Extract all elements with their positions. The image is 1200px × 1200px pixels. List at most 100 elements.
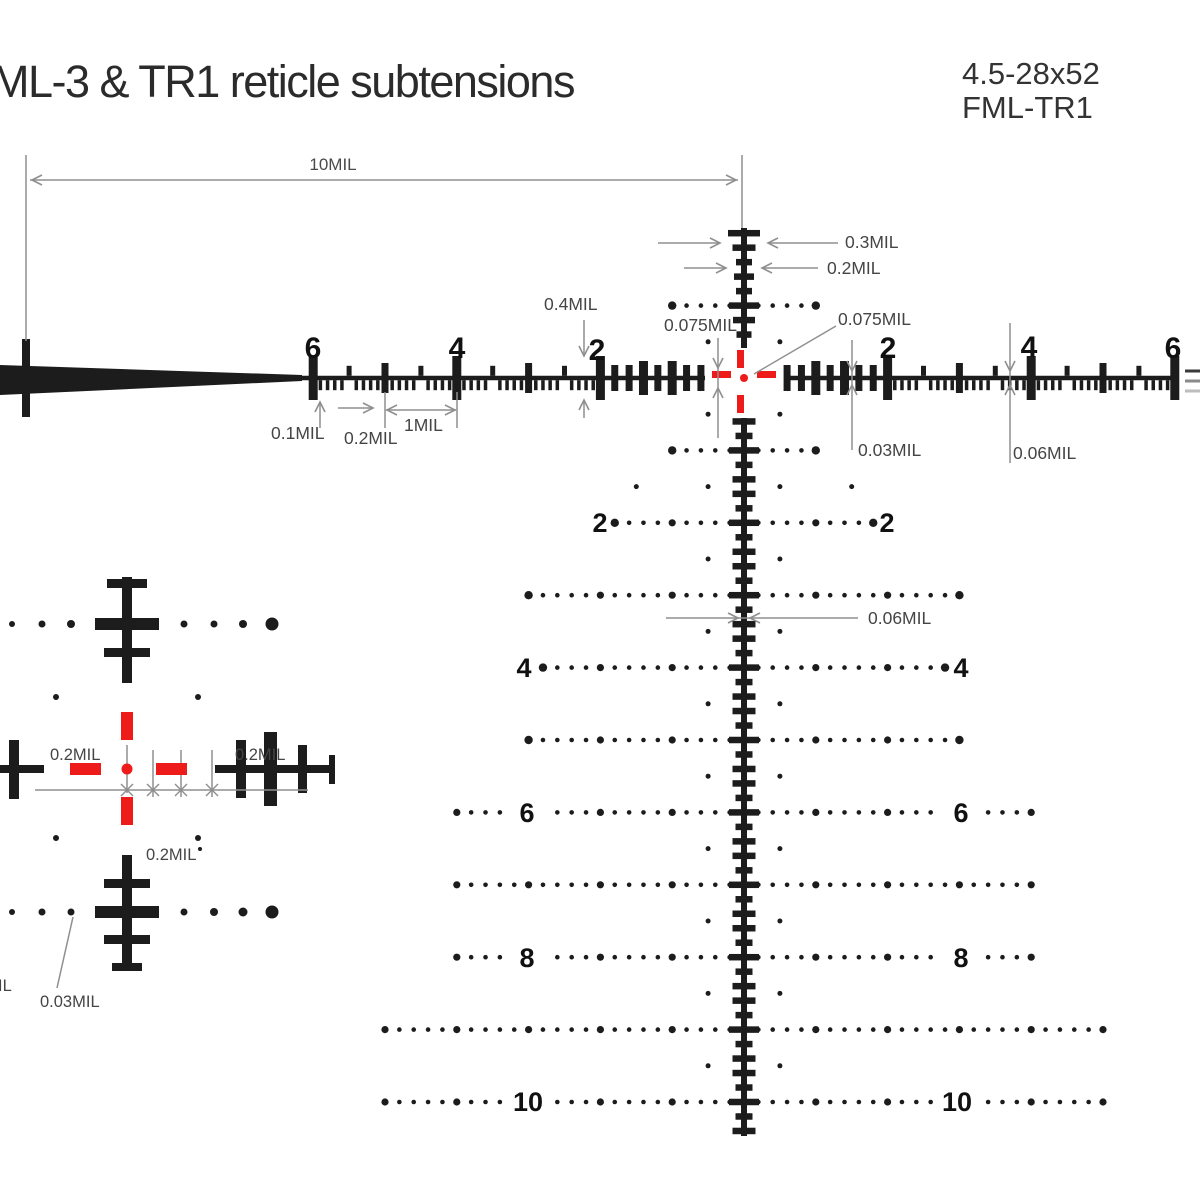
grid-dot: [569, 954, 574, 960]
grid-dot: [884, 808, 892, 817]
grid-dot: [712, 592, 718, 598]
fine-tick: [964, 380, 969, 391]
fine-tick: [483, 380, 488, 391]
fine-tick: [893, 380, 897, 391]
stem-tick: [732, 765, 756, 773]
stem-tick: [735, 794, 753, 802]
half-row-dot: [777, 1063, 783, 1069]
grid-dot: [1086, 1027, 1091, 1032]
hscale-left-2: 2: [589, 334, 606, 367]
grid-dot: [1057, 1027, 1063, 1032]
grid-dot: [497, 1099, 503, 1105]
grid-dot: [799, 448, 804, 453]
half-mil-bump: [992, 365, 998, 376]
grid-dot: [626, 592, 632, 598]
stem-tick: [732, 548, 756, 556]
dim-0.4mil: 0.4MIL: [544, 294, 598, 314]
grid-dot: [612, 737, 618, 743]
detail-black-shape: [95, 618, 159, 630]
grid-dot: [928, 1099, 933, 1105]
grid-dot: [756, 1099, 761, 1105]
half-row-dot: [849, 484, 855, 490]
grid-dot: [799, 954, 804, 960]
fine-tick: [979, 380, 983, 391]
grid-dot: [569, 592, 574, 598]
detail-red-dash: [70, 763, 101, 775]
mil-tick-odd: [1099, 363, 1107, 393]
fine-tick: [1015, 380, 1019, 391]
grid-dot: [453, 1026, 461, 1034]
dim-arrowhead: [712, 386, 724, 399]
stem-tick: [729, 953, 759, 961]
red-cross-dash: [737, 350, 744, 368]
dim-arrowhead: [846, 383, 858, 396]
stem-tick: [735, 1084, 753, 1091]
fine-tick: [390, 380, 394, 391]
grid-dot: [468, 954, 474, 960]
dim-arrowhead: [385, 404, 398, 416]
detail-red-dash: [156, 763, 187, 775]
grid-dot: [899, 737, 905, 743]
grid-dot: [856, 592, 862, 598]
fine-tick: [1072, 380, 1077, 391]
grid-dot: [712, 448, 718, 453]
grid-dot: [655, 520, 661, 526]
detail-black-shape: [112, 963, 142, 971]
stem-tick: [729, 664, 759, 671]
half-row-dot: [705, 339, 711, 345]
grid-dot: [698, 448, 704, 453]
grid-dot: [914, 737, 919, 743]
grid-dot: [540, 592, 546, 598]
grid-dot: [856, 810, 862, 815]
stem-tick: [732, 418, 756, 425]
grid-dot: [1099, 1026, 1107, 1034]
half-row-dot: [705, 701, 711, 707]
stem-tick: [732, 707, 756, 715]
mil-tick-even: [595, 356, 605, 400]
fine-tick: [1122, 380, 1127, 391]
grid-dot: [1027, 953, 1035, 961]
dim-arrowhead: [725, 174, 738, 186]
grid-dot: [525, 881, 533, 889]
fine-tick: [318, 380, 323, 391]
grid-dot: [884, 664, 892, 672]
grid-dot: [698, 1099, 704, 1105]
stem-tick: [732, 997, 756, 1004]
heavy-tick: [840, 361, 850, 395]
grid-dot: [411, 1099, 417, 1105]
stem-tick: [735, 649, 753, 657]
grid-dot: [668, 953, 676, 961]
grid-dot: [626, 1027, 632, 1032]
grid-dot: [511, 1027, 517, 1032]
detail-black-shape: [236, 740, 246, 798]
hscale-left-4: 4: [449, 332, 466, 365]
mil-tick-odd: [955, 363, 963, 393]
grid-dot: [712, 1099, 718, 1105]
grid-dot: [583, 810, 589, 815]
grid-dot: [453, 1098, 461, 1106]
grid-dot: [955, 881, 964, 889]
detail-red-center-dot: [121, 763, 133, 775]
grid-dot: [698, 303, 704, 308]
grid-dot: [827, 665, 833, 670]
grid-dot: [684, 737, 689, 743]
fine-tick: [325, 380, 330, 391]
dim-arrowhead: [1004, 383, 1016, 396]
heavy-tick: [611, 365, 619, 391]
detail-dot: [9, 621, 15, 627]
detail-black-shape: [104, 648, 150, 657]
grid-dot: [583, 882, 589, 888]
stem-tick: [735, 678, 753, 686]
grid-dot: [583, 1027, 589, 1032]
dim-arrowhead: [578, 345, 590, 358]
grid-dot: [727, 1099, 732, 1105]
grid-dot: [784, 882, 790, 888]
half-mil-bump: [562, 365, 567, 376]
stem-tick: [735, 939, 753, 946]
grid-dot: [727, 448, 732, 453]
grid-dot: [756, 665, 761, 670]
grid-dot: [784, 592, 790, 598]
grid-dot: [698, 520, 704, 526]
grid-dot: [1086, 1099, 1091, 1105]
stem-tick: [735, 751, 753, 758]
